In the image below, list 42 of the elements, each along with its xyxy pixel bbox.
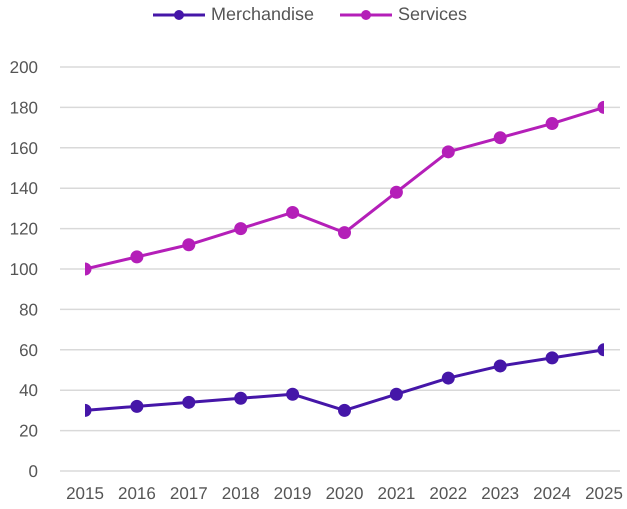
point [546, 351, 559, 364]
y-tick-label: 80 [19, 300, 38, 320]
y-tick-label: 100 [10, 260, 38, 280]
point [390, 388, 403, 401]
x-tick-label: 2025 [585, 484, 623, 504]
point [286, 206, 300, 219]
point [234, 392, 248, 405]
y-tick-label: 0 [28, 462, 38, 482]
x-tick-label: 2021 [377, 484, 416, 504]
point [546, 117, 559, 130]
point [338, 226, 351, 240]
x-tick-label: 2020 [326, 484, 364, 504]
x-tick-label: 2024 [533, 484, 572, 504]
x-tick-label: 2023 [481, 484, 520, 504]
point [442, 145, 455, 158]
y-tick-label: 20 [19, 422, 38, 441]
point [182, 238, 196, 252]
y-tick-label: 200 [10, 58, 38, 78]
x-tick-label: 2015 [66, 484, 104, 504]
x-tick-label: 2019 [274, 484, 312, 504]
point [338, 404, 351, 417]
y-tick-label: 40 [19, 381, 38, 400]
legend-label: Services [398, 4, 468, 25]
x-tick-label: 2018 [222, 484, 260, 504]
point [234, 222, 248, 236]
legend-label: Merchandise [210, 4, 314, 25]
y-tick-label: 160 [10, 138, 38, 158]
point [286, 388, 300, 401]
point [494, 359, 507, 372]
point [390, 186, 403, 199]
x-tick-label: 2022 [429, 484, 468, 504]
point [182, 396, 196, 409]
x-tick-label: 2017 [170, 484, 208, 504]
y-tick-label: 60 [19, 340, 38, 360]
y-tick-label: 180 [10, 98, 38, 118]
y-tick-label: 120 [10, 220, 38, 239]
point [130, 400, 144, 413]
point [442, 372, 455, 385]
point [130, 250, 144, 264]
x-tick-label: 2016 [118, 484, 156, 504]
y-tick-label: 140 [10, 179, 38, 198]
point [494, 131, 507, 144]
